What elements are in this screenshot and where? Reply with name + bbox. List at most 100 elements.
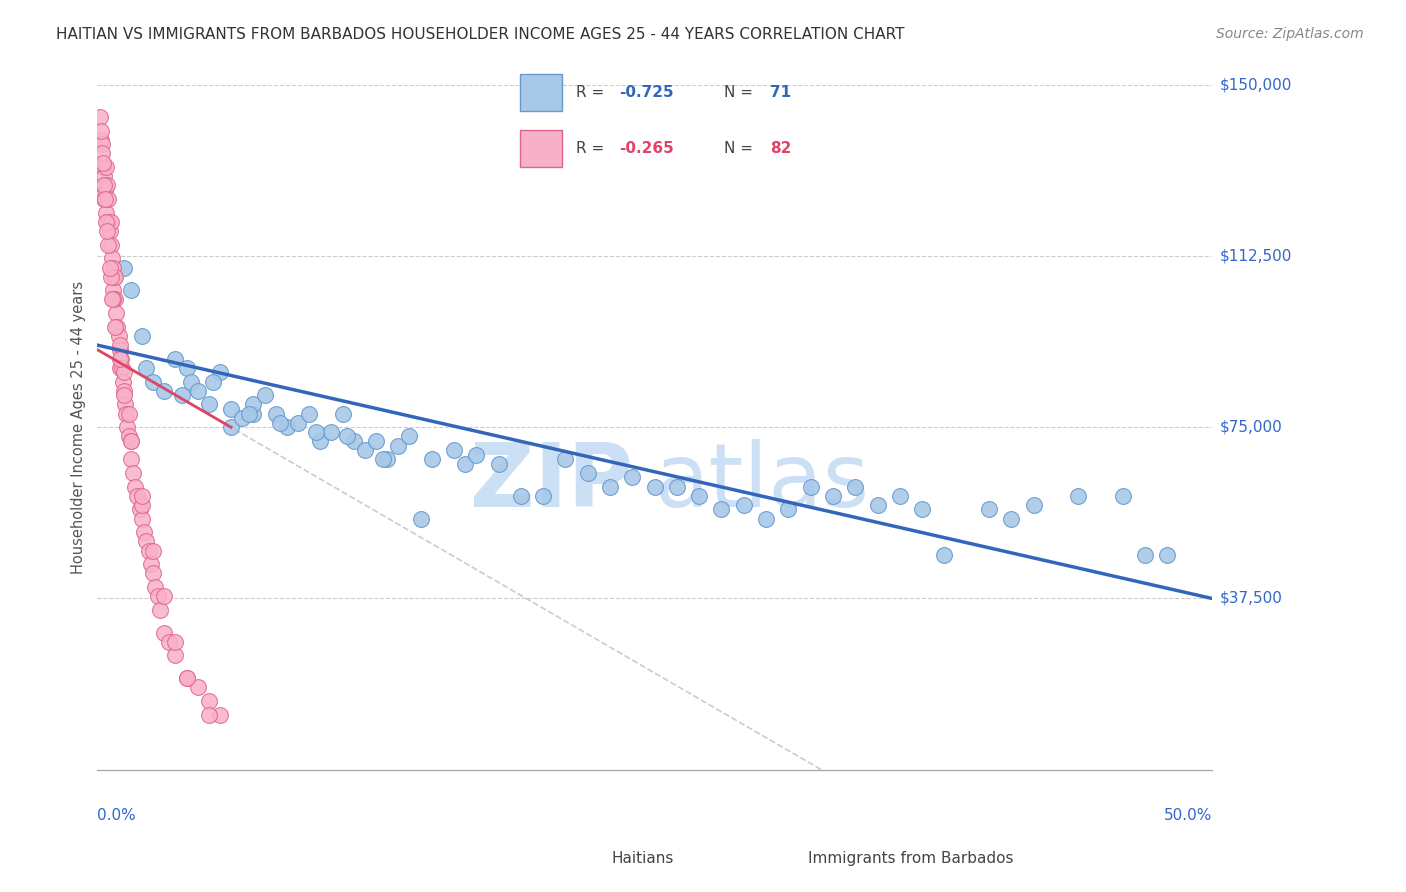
Point [778,502,800,516]
Text: ZIP: ZIP [470,439,633,525]
Point [146,589,169,603]
Point [93,169,115,184]
Point [104,269,127,284]
Point [231,411,253,425]
Point [180,375,202,389]
Point [889,489,911,503]
Point [90,137,112,152]
Point [398,429,420,443]
Point [242,407,264,421]
Point [91,160,114,174]
Point [98,260,121,275]
Point [208,366,231,380]
Text: 50.0%: 50.0% [1164,808,1212,823]
Point [122,466,145,480]
Point [117,420,139,434]
Point [120,434,142,448]
Point [1022,498,1045,512]
Point [1067,489,1090,503]
Point [107,319,129,334]
Point [176,360,198,375]
Point [138,543,160,558]
Point [202,375,225,389]
Point [131,329,153,343]
Point [219,420,242,434]
Point [96,205,118,219]
Point [117,429,139,443]
Point [208,707,231,722]
Point [101,293,124,307]
Point [107,329,129,343]
Point [321,425,343,439]
Point [112,388,135,402]
Point [353,443,375,458]
Point [644,480,666,494]
Point [176,671,198,685]
Point [108,343,131,357]
Point [131,489,153,503]
Point [287,416,309,430]
Point [120,283,142,297]
Point [127,489,149,503]
Point [488,457,510,471]
Point [1156,548,1178,562]
Point [135,360,157,375]
Text: -0.725: -0.725 [619,85,673,100]
Point [105,306,128,320]
Point [420,452,443,467]
Point [665,480,688,494]
Point [101,283,124,297]
Point [115,407,138,421]
Point [375,452,398,467]
Point [531,489,554,503]
Point [100,215,122,229]
Point [94,192,117,206]
Point [120,452,142,467]
Point [343,434,366,448]
Text: $150,000: $150,000 [1220,78,1292,93]
Point [97,192,120,206]
Point [911,502,934,516]
Point [96,215,118,229]
Point [298,407,321,421]
Point [112,366,135,380]
Text: $37,500: $37,500 [1220,591,1284,606]
Point [90,123,112,137]
Point [143,580,166,594]
Point [187,384,209,398]
Point [157,634,180,648]
Point [89,110,111,124]
Text: $112,500: $112,500 [1220,249,1292,264]
Point [153,625,176,640]
Point [142,375,165,389]
Point [108,360,131,375]
Text: atlas: atlas [655,439,870,525]
Point [91,155,114,169]
Point [97,237,120,252]
Point [264,407,287,421]
Text: N =: N = [724,141,758,156]
Point [309,434,332,448]
Point [509,489,531,503]
Text: 71: 71 [770,85,792,100]
Point [454,457,477,471]
Text: Immigrants from Barbados: Immigrants from Barbados [808,851,1014,865]
Bar [520,129,562,167]
Point [821,489,844,503]
Point [142,543,165,558]
Point [1000,511,1022,525]
Point [128,502,150,516]
Point [114,397,136,411]
Point [198,707,221,722]
Point [165,634,187,648]
Point [934,548,956,562]
Point [269,416,291,430]
Point [153,589,176,603]
Point [135,534,157,549]
Point [108,351,131,366]
Point [96,160,118,174]
Point [1112,489,1135,503]
Y-axis label: Householder Income Ages 25 - 44 years: Householder Income Ages 25 - 44 years [72,281,86,574]
Point [93,192,115,206]
Text: Source: ZipAtlas.com: Source: ZipAtlas.com [1216,27,1364,41]
